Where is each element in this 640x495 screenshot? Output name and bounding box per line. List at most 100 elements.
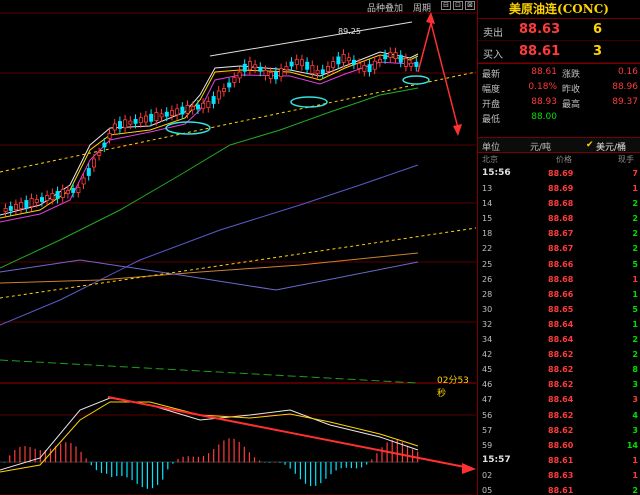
candle-body	[133, 119, 138, 124]
candle-body	[331, 61, 336, 68]
macd-histogram-bar	[24, 446, 26, 463]
ma-orange-line	[0, 252, 419, 284]
macd-histogram-bar	[34, 448, 36, 463]
tick-row: 22 88.67 2	[478, 241, 640, 256]
tick-row: 42 88.62 2	[478, 347, 640, 362]
candle-body	[154, 112, 159, 121]
tick-time: 34	[482, 335, 493, 345]
divergence-trend-line	[107, 396, 471, 469]
candle-body	[258, 66, 263, 72]
candle-body	[8, 206, 13, 211]
tick-time: 59	[482, 440, 493, 450]
tick-qty: 14	[626, 440, 638, 450]
macd-histogram-bar	[233, 438, 235, 463]
macd-histogram-bar	[208, 453, 210, 463]
col-city: 北京	[482, 155, 498, 164]
macd-histogram-bar	[315, 462, 317, 486]
macd-histogram-bar	[248, 452, 250, 463]
col-price: 价格	[556, 155, 572, 164]
high-value: 89.37	[612, 97, 638, 107]
tick-time: 30	[482, 304, 493, 314]
macd-histogram-bar	[289, 462, 291, 469]
macd-histogram-bar	[162, 462, 164, 480]
macd-histogram-bar	[70, 443, 72, 463]
macd-histogram-bar	[335, 462, 337, 471]
tick-qty: 1	[632, 319, 638, 329]
candle-body	[55, 191, 60, 199]
highlight-ellipse	[290, 96, 328, 108]
overlay-symbol-button[interactable]: 品种叠加	[367, 4, 404, 14]
unit-check-icon[interactable]: ✔	[586, 140, 594, 150]
tick-row: 28 88.66 1	[478, 287, 640, 302]
macd-histogram-bar	[14, 450, 16, 463]
macd-histogram-bar	[325, 462, 327, 479]
tick-price: 88.63	[548, 470, 574, 480]
restore-icon[interactable]: ⊡	[453, 1, 463, 10]
candle-body	[336, 56, 341, 65]
tick-time: 05	[482, 485, 493, 495]
macd-histogram-bar	[197, 456, 199, 463]
macd-histogram-bar	[361, 462, 363, 468]
tick-qty: 1	[632, 470, 638, 480]
buy-price: 88.61	[519, 44, 561, 59]
close-icon[interactable]: ⊠	[465, 1, 475, 10]
tick-qty: 2	[632, 350, 638, 360]
macd-histogram-bar	[106, 462, 108, 474]
tick-qty: 2	[632, 199, 638, 209]
tick-price: 88.62	[548, 380, 574, 390]
tick-row: 59 88.60 14	[478, 438, 640, 453]
tick-list[interactable]: 15:56 88.69 7 13 88.69 1 14 88.68 2 15 88.68 2 18 88.…	[478, 166, 640, 495]
macd-histogram-bar	[371, 459, 373, 463]
tick-qty: 3	[632, 395, 638, 405]
macd-histogram-bar	[320, 462, 322, 484]
candle-body	[175, 108, 180, 116]
macd-histogram-bar	[304, 462, 307, 484]
ma-long-dashed-line	[0, 359, 419, 384]
candle-body	[357, 63, 362, 69]
minimize-icon[interactable]: ⊟	[441, 1, 451, 10]
kline-chart[interactable]: 89.25	[0, 0, 476, 495]
tick-time: 13	[482, 184, 493, 194]
macd-histogram-bar	[238, 441, 240, 463]
macd-dif-line	[0, 397, 419, 471]
cycle-button[interactable]: 周期	[413, 4, 432, 14]
tick-time: 46	[482, 380, 493, 390]
tick-qty: 1	[632, 184, 638, 194]
macd-histogram-bar	[202, 455, 205, 463]
low-value: 88.00	[531, 112, 557, 122]
sell-price: 88.63	[519, 22, 561, 37]
macd-histogram-bar	[310, 462, 312, 487]
tick-row: 47 88.64 3	[478, 392, 640, 407]
macd-histogram-bar	[177, 458, 179, 463]
candle-body	[164, 111, 169, 117]
unit-rmb-option[interactable]: 元/吨	[530, 143, 552, 153]
candle-body	[149, 113, 154, 122]
tick-time: 18	[482, 229, 493, 239]
macd-histogram-bar	[157, 462, 159, 485]
unit-usd-option[interactable]: 美元/桶	[596, 143, 627, 153]
kline-chart-area[interactable]: 89.25 品种叠加 周期 ⊟ ⊡ ⊠ 02分53秒	[0, 0, 476, 495]
ma-green-line	[0, 87, 419, 269]
units-row: 单位 元/吨 ✔ 美元/桶	[478, 138, 640, 153]
candle-body	[50, 193, 55, 200]
macd-histogram-bar	[4, 462, 6, 463]
candle-body	[279, 68, 284, 77]
macd-histogram-bar	[355, 462, 358, 469]
candle-body	[351, 59, 356, 65]
instrument-title[interactable]: 美原油连(CONC)	[478, 0, 640, 19]
amplitude-value: 0.18%	[528, 82, 557, 92]
tick-qty: 3	[632, 380, 638, 390]
tick-row: 15:56 88.69 7	[478, 166, 640, 181]
candle-body	[346, 57, 351, 62]
high-label: 最高	[562, 100, 581, 110]
tick-price: 88.67	[548, 244, 574, 254]
tick-row: 32 88.64 1	[478, 317, 640, 332]
candle-body	[128, 120, 133, 125]
tick-price: 88.62	[548, 350, 574, 360]
candle-body	[403, 58, 408, 67]
tick-price: 88.62	[548, 410, 574, 420]
candle-body	[367, 64, 372, 73]
tick-price: 88.66	[548, 289, 574, 299]
tick-price: 88.65	[548, 304, 574, 314]
candle-body	[71, 188, 76, 193]
